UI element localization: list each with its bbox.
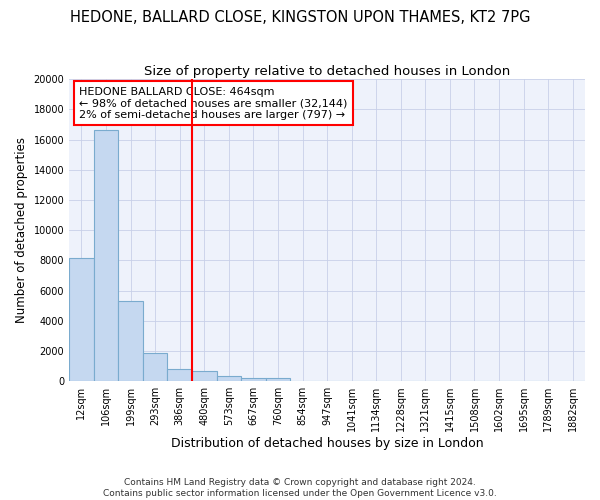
- Bar: [217, 376, 241, 381]
- Text: HEDONE, BALLARD CLOSE, KINGSTON UPON THAMES, KT2 7PG: HEDONE, BALLARD CLOSE, KINGSTON UPON THA…: [70, 10, 530, 25]
- Bar: [69, 258, 94, 381]
- Y-axis label: Number of detached properties: Number of detached properties: [15, 137, 28, 323]
- Text: Contains HM Land Registry data © Crown copyright and database right 2024.
Contai: Contains HM Land Registry data © Crown c…: [103, 478, 497, 498]
- Bar: [167, 369, 192, 381]
- Text: HEDONE BALLARD CLOSE: 464sqm
← 98% of detached houses are smaller (32,144)
2% of: HEDONE BALLARD CLOSE: 464sqm ← 98% of de…: [79, 86, 348, 120]
- Title: Size of property relative to detached houses in London: Size of property relative to detached ho…: [144, 65, 510, 78]
- Bar: [241, 378, 266, 381]
- Bar: [143, 353, 167, 381]
- Bar: [266, 378, 290, 381]
- Bar: [192, 370, 217, 381]
- X-axis label: Distribution of detached houses by size in London: Distribution of detached houses by size …: [171, 437, 484, 450]
- Bar: [94, 130, 118, 381]
- Bar: [118, 301, 143, 381]
